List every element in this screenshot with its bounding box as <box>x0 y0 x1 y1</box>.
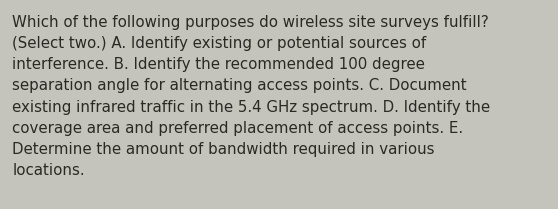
Text: Which of the following purposes do wireless site surveys fulfill?
(Select two.) : Which of the following purposes do wirel… <box>12 15 490 178</box>
